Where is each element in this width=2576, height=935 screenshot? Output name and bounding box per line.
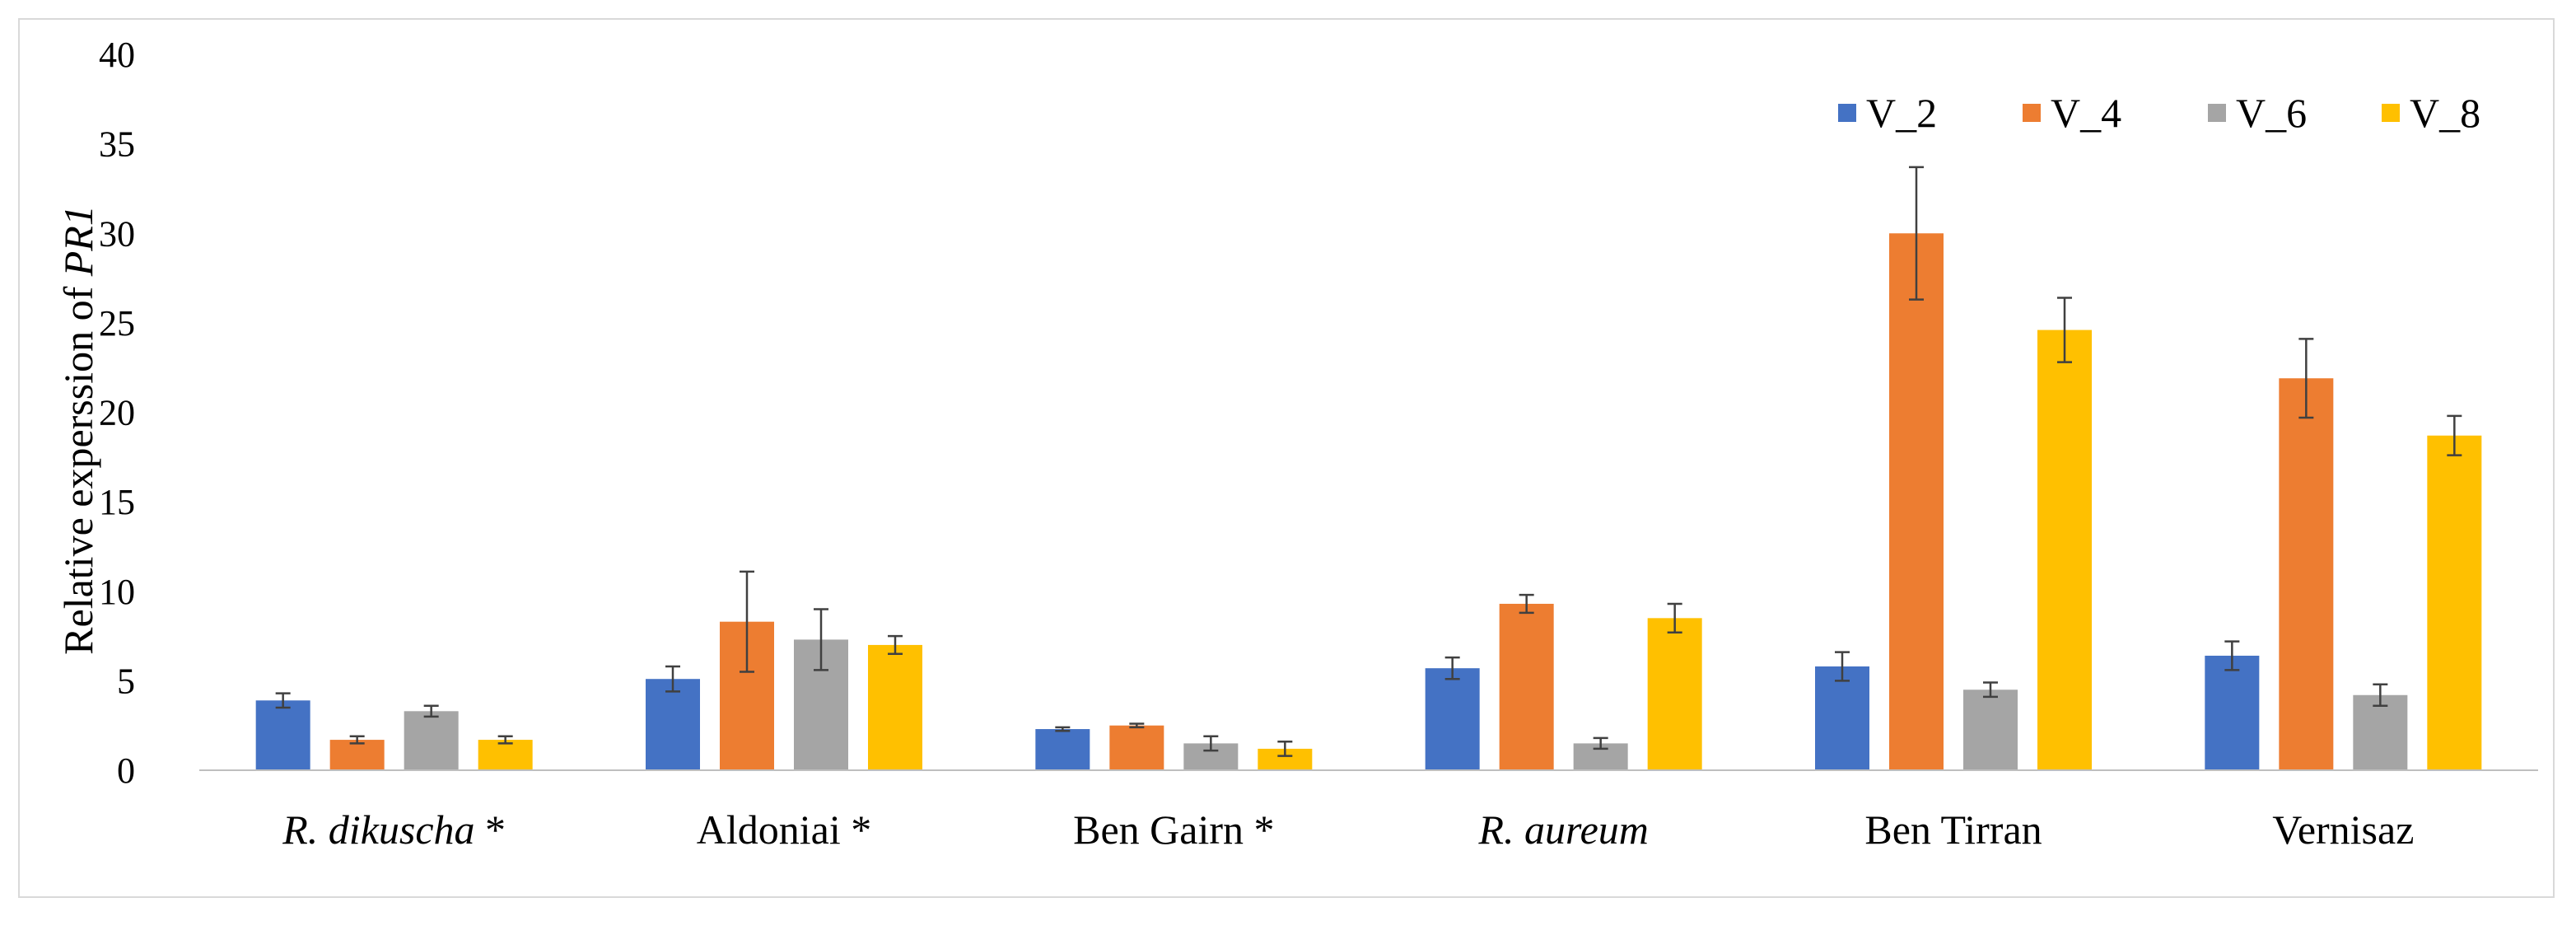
y-axis-label-gene: PR1 <box>55 205 101 277</box>
bar-v4-2 <box>1109 725 1164 770</box>
error-bar <box>275 692 291 709</box>
legend-item-v8: V_8 <box>2382 90 2480 136</box>
error-bar <box>2373 683 2388 708</box>
y-tick-label: 25 <box>99 303 135 344</box>
error-bar <box>2224 640 2240 671</box>
error-bar <box>1277 740 1293 757</box>
x-category-label: Ben Tirran <box>1864 806 2042 853</box>
error-bar <box>1667 602 1682 633</box>
legend-swatch <box>2382 104 2400 122</box>
legend-swatch <box>2208 104 2226 122</box>
legend-label: V_2 <box>1866 90 1937 136</box>
y-tick-label: 15 <box>99 482 135 522</box>
legend-item-v4: V_4 <box>2023 90 2121 136</box>
x-category-label: Vernisaz <box>2272 806 2414 853</box>
error-bar <box>2298 338 2314 419</box>
bar-v8-4 <box>2037 330 2092 770</box>
error-bar <box>1055 726 1071 732</box>
bar-v6-5 <box>2353 694 2408 770</box>
legend-item-v6: V_6 <box>2208 90 2307 136</box>
x-axis-categories: R. dikuscha * Aldoniai * Ben Gairn * R. aur… <box>282 806 2414 853</box>
y-tick-label: 40 <box>99 35 135 75</box>
bar-v8-5 <box>2427 435 2482 770</box>
bar-v8-1 <box>868 644 922 770</box>
bar-v4-4 <box>1889 233 1944 770</box>
error-bar <box>1835 651 1850 682</box>
bar-v2-4 <box>1815 666 1869 770</box>
error-bar <box>497 735 513 745</box>
x-category-label: Aldoniai * <box>697 806 871 853</box>
bar-v2-3 <box>1425 668 1480 770</box>
bar-v8-3 <box>1647 618 1702 770</box>
legend-swatch <box>1838 104 1856 122</box>
y-tick-label: 0 <box>117 750 135 791</box>
y-tick-label: 30 <box>99 213 135 254</box>
bar-v2-5 <box>2205 655 2260 770</box>
error-bar <box>1593 736 1608 750</box>
error-bar <box>665 665 680 693</box>
bar-v4-0 <box>329 740 385 770</box>
y-tick-label: 35 <box>99 124 135 165</box>
error-bar <box>740 570 754 673</box>
bar-v4-3 <box>1499 603 1554 770</box>
legend: V_2 V_4 V_6 V_8 <box>1838 90 2480 136</box>
x-category-label: R. dikuscha * <box>282 806 506 853</box>
bar-v6-4 <box>1963 690 2018 770</box>
legend-label: V_4 <box>2051 90 2121 136</box>
y-tick-label: 5 <box>117 661 135 701</box>
error-bar <box>888 634 903 656</box>
error-bar <box>1129 722 1145 729</box>
bar-v2-1 <box>646 679 700 770</box>
error-bar <box>814 608 828 671</box>
y-axis-label: Relative experssion of PR1 <box>55 205 101 655</box>
y-axis-ticks: 0 5 10 15 20 25 30 35 40 <box>99 35 135 791</box>
legend-swatch <box>2023 104 2041 122</box>
error-bar <box>1203 735 1219 752</box>
y-axis-label-text: Relative experssion of <box>55 276 101 655</box>
bar-v2-0 <box>255 700 310 770</box>
error-bar <box>423 704 439 718</box>
y-tick-label: 10 <box>99 572 135 612</box>
error-bar <box>1444 656 1460 680</box>
error-bar <box>1983 681 1998 699</box>
legend-label: V_8 <box>2410 90 2480 136</box>
error-bar <box>349 735 365 745</box>
bar-v2-2 <box>1035 729 1090 770</box>
legend-label: V_6 <box>2236 90 2307 136</box>
x-category-label: R. aureum <box>1477 806 1648 853</box>
error-bar <box>2447 414 2462 456</box>
error-bar <box>1909 166 1924 301</box>
legend-item-v2: V_2 <box>1838 90 1937 136</box>
bar-v8-0 <box>478 740 533 770</box>
bar-v4-5 <box>2279 378 2334 770</box>
chart-frame: Relative experssion of PR1 0 5 10 15 20 25 30 3… <box>18 18 2555 898</box>
bars <box>255 166 2482 770</box>
bar-chart: Relative experssion of PR1 0 5 10 15 20 25 30 3… <box>55 35 2538 853</box>
bar-v6-0 <box>404 711 459 770</box>
y-tick-label: 20 <box>99 393 135 433</box>
error-bar <box>1519 593 1534 615</box>
error-bar <box>2057 297 2072 363</box>
svg-text:Relative experssion of PR1: Relative experssion of PR1 <box>55 205 101 655</box>
x-category-label: Ben Gairn * <box>1073 806 1274 853</box>
